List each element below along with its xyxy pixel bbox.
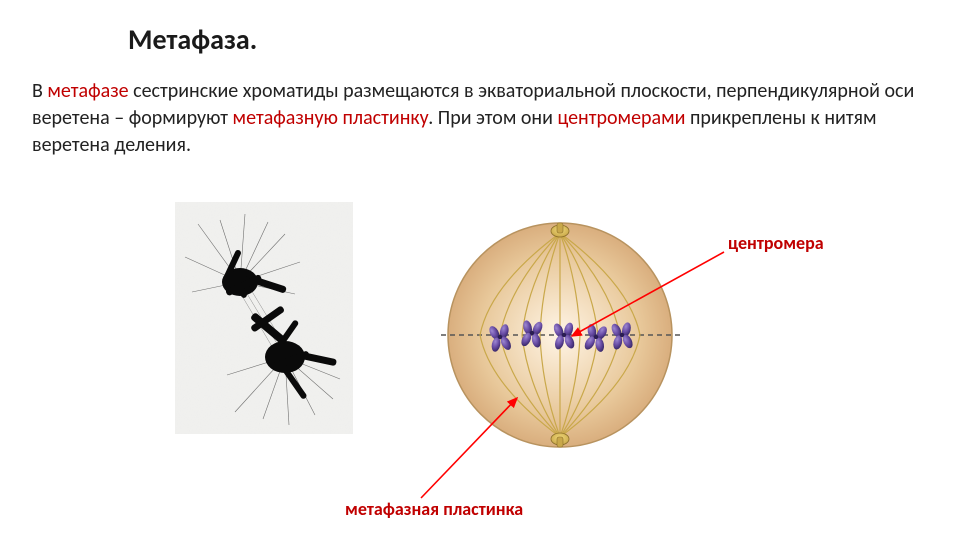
desc-t3: . При этом они xyxy=(428,106,557,130)
description-text: В метафазе сестринские хроматиды размеща… xyxy=(32,78,928,159)
page-title: Метафаза. xyxy=(128,22,257,57)
desc-h3: центромерами xyxy=(557,106,685,130)
label-centromere: центромера xyxy=(728,232,824,254)
label-metaphase-plate: метафазная пластинка xyxy=(345,498,523,520)
metaphase-diagram xyxy=(440,215,680,455)
desc-h2: метафазную пластинку xyxy=(233,106,429,130)
micrograph-image xyxy=(175,202,353,434)
desc-h1: метафазе xyxy=(47,79,128,103)
desc-t1: В xyxy=(32,79,47,103)
